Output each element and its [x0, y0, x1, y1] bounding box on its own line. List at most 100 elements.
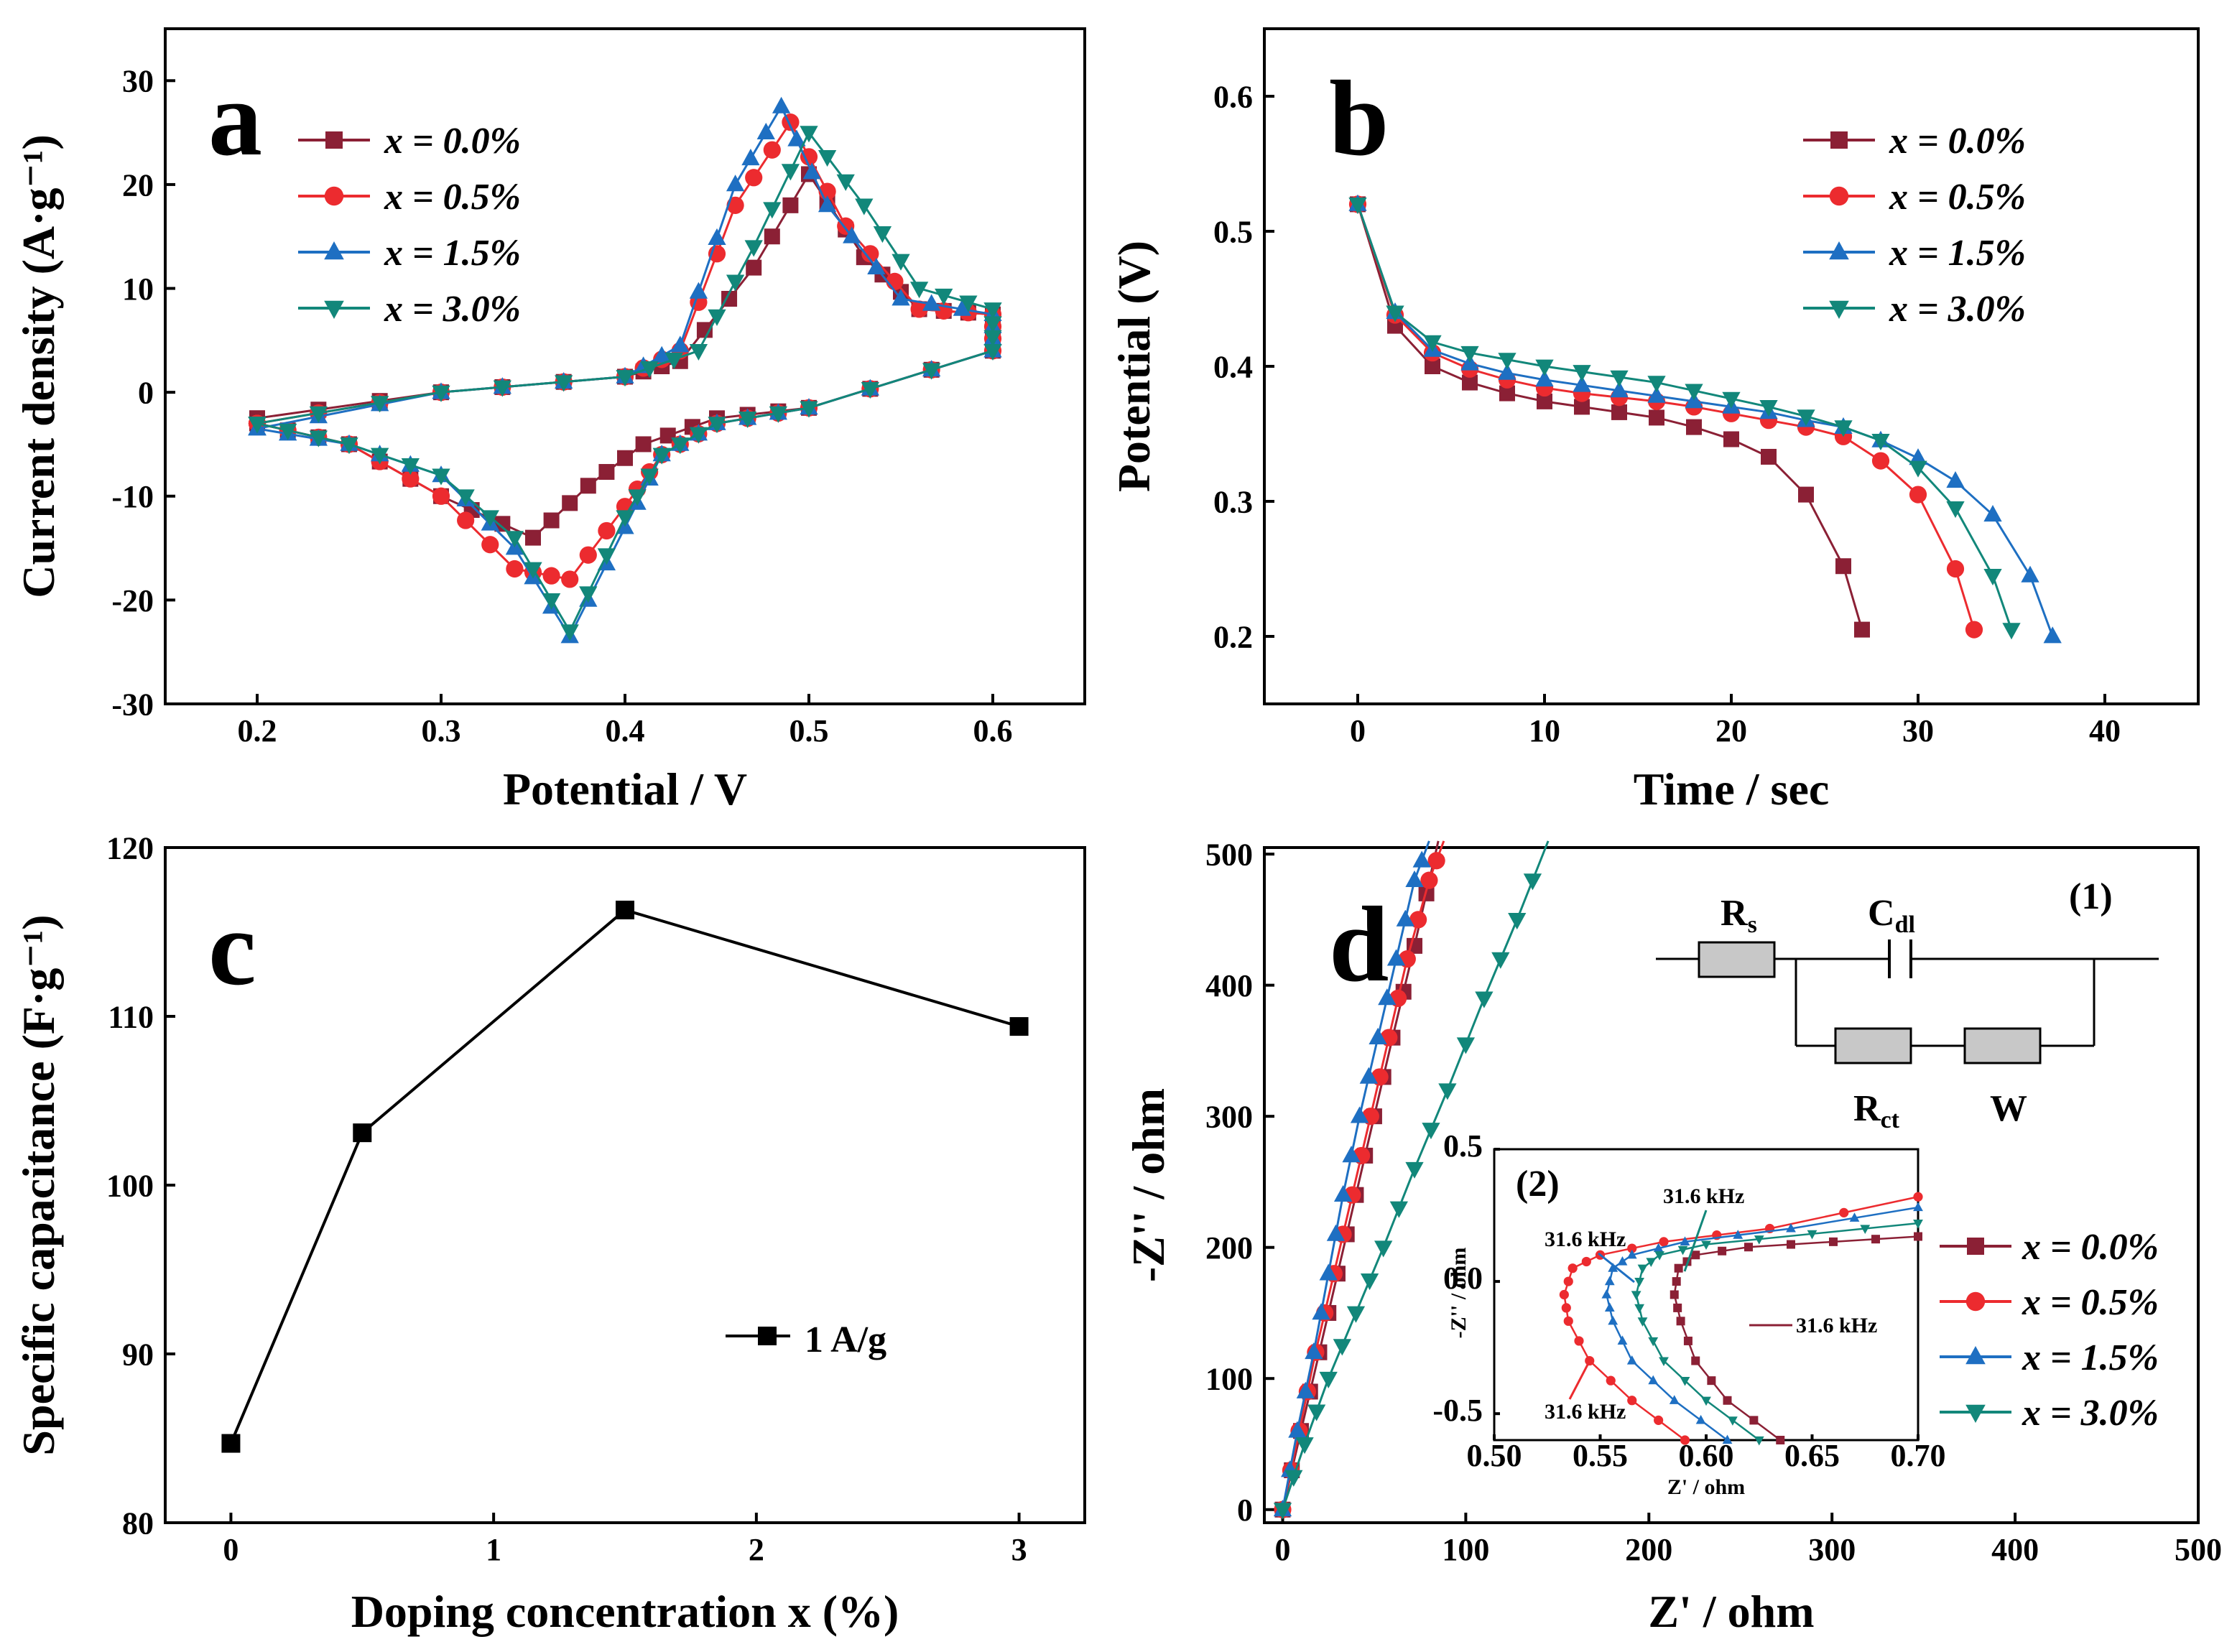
- panel-a-y-tick-label: -30: [111, 687, 154, 722]
- panel-c-data-point: [616, 900, 634, 919]
- panel-a-series-3-point: [959, 295, 978, 312]
- panel-a-series-2-point: [843, 226, 861, 243]
- panel-a-series-3-point: [689, 343, 708, 361]
- panel-a-series-2-point: [818, 195, 837, 213]
- panel-a-series-2-point: [741, 149, 760, 166]
- inset-series-2-point: [1722, 1434, 1733, 1444]
- panel-a-series-1-point: [432, 487, 450, 505]
- panel-d-series-2-point: [1369, 1027, 1387, 1045]
- panel-d-series-2-point: [1342, 1146, 1361, 1163]
- panel-b-series-1-point: [1909, 486, 1927, 504]
- inset-series-1-point: [1680, 1435, 1690, 1445]
- panel-a-series-3-point: [909, 282, 929, 299]
- panel-a-series-3-point: [628, 489, 647, 506]
- panel-a-series-3-point: [401, 458, 420, 475]
- inset-series-1-point: [1585, 1355, 1595, 1366]
- panel-b-series-0-point: [1835, 558, 1851, 575]
- inset-series-0-point: [1871, 1235, 1880, 1244]
- cdl-label: Cdl: [1868, 893, 1915, 938]
- panel-a-series-0-point: [562, 495, 578, 511]
- panel-a-series-3-point: [555, 375, 573, 392]
- panel-d-series-2-point: [1296, 1381, 1315, 1398]
- panel-d-series-3-point: [1523, 873, 1542, 891]
- panel-b-legend-marker-0: [1830, 131, 1848, 149]
- panel-b-y-tick-label: 0.5: [1213, 214, 1253, 249]
- inset-y-axis-label: -Z'' / ohm: [1447, 1248, 1471, 1339]
- panel-b-series-3-point: [1722, 391, 1741, 409]
- inset-series-3-point: [1648, 1337, 1659, 1347]
- panel-d-y-tick-label: 500: [1205, 837, 1253, 873]
- panel-c-data-point: [1009, 1017, 1029, 1036]
- panel-b-discharge-chart: 0 10 20 30 40 0.2 0.3 0.4 0.5 0.6 b x = 0.0% x = 0…: [1108, 27, 2200, 815]
- panel-c-x-tick-label: 0: [223, 1532, 239, 1567]
- panel-b-series-3-point: [1871, 434, 1890, 451]
- panel-b-series-2-point: [1647, 386, 1666, 403]
- panel-a-y-tick-label: 20: [122, 167, 154, 203]
- panel-b-legend-label-1: x = 0.5%: [1889, 177, 2026, 218]
- panel-a-series-3-point: [836, 174, 855, 191]
- panel-b-series-3-point: [1460, 345, 1479, 363]
- panel-a-series-2-point: [802, 162, 821, 180]
- panel-d-y-tick-label: 0: [1237, 1493, 1253, 1528]
- panel-d-series-3-point: [1374, 1240, 1393, 1258]
- panel-a-series-3-point: [983, 343, 1002, 361]
- panel-d-series-3-point: [1333, 1339, 1351, 1356]
- panel-c-y-axis-label: Specific capacitance (F·g⁻¹): [13, 914, 64, 1455]
- inset-series-0-point: [1776, 1436, 1785, 1444]
- panel-a-series-0-point: [764, 228, 780, 245]
- panel-a-series-0-point: [659, 427, 676, 444]
- panel-b-x-tick-label: 40: [2089, 713, 2121, 748]
- panel-b-series-1-point: [1946, 560, 1965, 578]
- inset-series-2-point: [1601, 1289, 1612, 1299]
- panel-c-y-tick-label: 110: [108, 999, 154, 1034]
- panel-b-series-3-point: [1386, 305, 1404, 322]
- panel-d-x-axis-label: Z' / ohm: [1648, 1586, 1814, 1637]
- panel-a-legend-label-1: x = 0.5%: [384, 177, 521, 218]
- panel-a-series-2-point: [756, 122, 775, 139]
- inset-series-3-point: [1677, 1245, 1688, 1256]
- panel-d-series-3-point: [1405, 1161, 1424, 1179]
- panel-a-series-3-point: [340, 437, 358, 455]
- inset-annotation-label-0: 31.6 kHz: [1545, 1228, 1626, 1251]
- panel-a-series-2-point: [726, 175, 745, 192]
- panel-a-series-3-point: [493, 380, 511, 397]
- panel-b-y-tick-label: 0.3: [1213, 484, 1253, 519]
- panel-a-series-3-point: [935, 288, 953, 305]
- panel-b-series-2-point: [1535, 370, 1554, 387]
- panel-a-plot-frame: [164, 27, 1086, 705]
- inset-series-0-point: [1683, 1336, 1692, 1345]
- inset-series-1-point: [1627, 1243, 1637, 1253]
- panel-b-y-tick-label: 0.4: [1213, 349, 1253, 384]
- panel-b-series-0-point: [1499, 385, 1515, 402]
- panel-d-legend-label-3: x = 3.0%: [2022, 1393, 2159, 1434]
- rs-label: Rs: [1721, 893, 1757, 938]
- panel-a-series-3-point: [309, 406, 328, 423]
- panel-a-x-tick-label: 0.2: [238, 713, 277, 748]
- panel-b-series-2-point: [2021, 565, 2039, 583]
- w-label: W: [1990, 1088, 2027, 1129]
- panel-b-series-0-point: [1537, 393, 1552, 409]
- panel-d-legend-label-0: x = 0.0%: [2022, 1227, 2159, 1268]
- panel-a-legend-label-2: x = 1.5%: [384, 233, 521, 274]
- panel-b-series-3-point: [1759, 400, 1778, 417]
- panel-a-series-1-point: [481, 536, 499, 554]
- panel-a-series-1-point: [910, 300, 928, 318]
- panel-a-series-3-point: [689, 427, 708, 444]
- inset-x-tick-label: 0.70: [1891, 1438, 1946, 1473]
- panel-d-series-3-point: [1438, 1083, 1457, 1100]
- panel-a-series-3-point: [983, 302, 1002, 320]
- inset-y-tick-label: 0.5: [1443, 1128, 1483, 1164]
- panel-d-series-2-point: [1319, 1263, 1338, 1281]
- panel-a-series-3-point: [456, 489, 475, 506]
- inset-series-2-point: [1608, 1315, 1619, 1325]
- panel-d-series-2-point: [1350, 1106, 1369, 1123]
- panel-d-series-1-point: [1409, 911, 1427, 929]
- panel-d-series-2-point: [1412, 850, 1431, 868]
- inset-annotation-label-2: 31.6 kHz: [1796, 1314, 1877, 1337]
- panel-d-series-3-point: [1319, 1371, 1338, 1388]
- panel-b-series-3-point: [1797, 409, 1815, 427]
- panel-a-series-2-point: [787, 129, 806, 147]
- inset-annotation-label-3: 31.6 kHz: [1545, 1400, 1626, 1424]
- panel-a-series-3-point: [664, 353, 683, 370]
- panel-d-x-tick-label: 300: [1808, 1532, 1856, 1567]
